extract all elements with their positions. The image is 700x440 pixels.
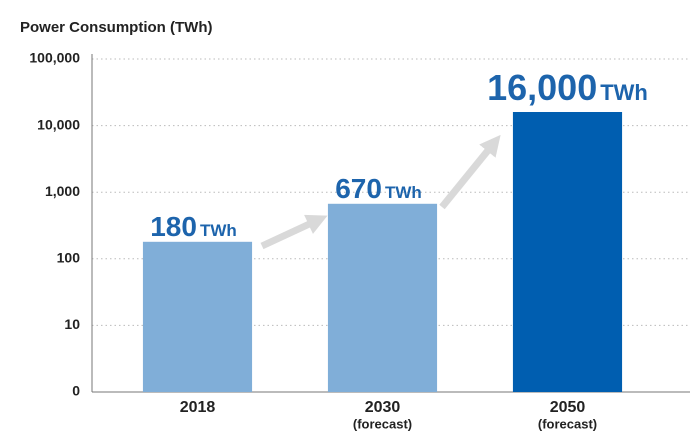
arrow <box>439 134 501 210</box>
chart-title: Power Consumption (TWh) <box>20 19 212 36</box>
value-unit: TWh <box>200 221 237 240</box>
x-tick-note: (forecast) <box>353 416 412 431</box>
bar <box>327 203 438 392</box>
value-label: 670 TWh <box>335 173 422 204</box>
y-tick-label: 10 <box>64 316 80 332</box>
y-tick-label: 10,000 <box>37 116 80 132</box>
x-tick-label: 2030 <box>365 399 401 416</box>
bar <box>142 241 253 392</box>
value-number: 180 <box>150 211 197 242</box>
y-tick-label: 100 <box>57 250 81 266</box>
x-tick-label: 2050 <box>550 399 586 416</box>
y-tick-label: 100,000 <box>29 50 80 66</box>
value-number: 16,000 <box>487 67 597 108</box>
value-label: 180 TWh <box>150 211 237 242</box>
arrow <box>260 214 328 250</box>
bar <box>512 112 623 392</box>
y-tick-label: 0 <box>72 383 80 399</box>
value-label: 16,000 TWh <box>487 67 648 108</box>
x-tick-note: (forecast) <box>538 416 597 431</box>
value-number: 670 <box>335 173 382 204</box>
y-tick-label: 1,000 <box>45 183 80 199</box>
value-unit: TWh <box>600 80 648 105</box>
x-tick-label: 2018 <box>180 399 216 416</box>
value-unit: TWh <box>385 183 422 202</box>
